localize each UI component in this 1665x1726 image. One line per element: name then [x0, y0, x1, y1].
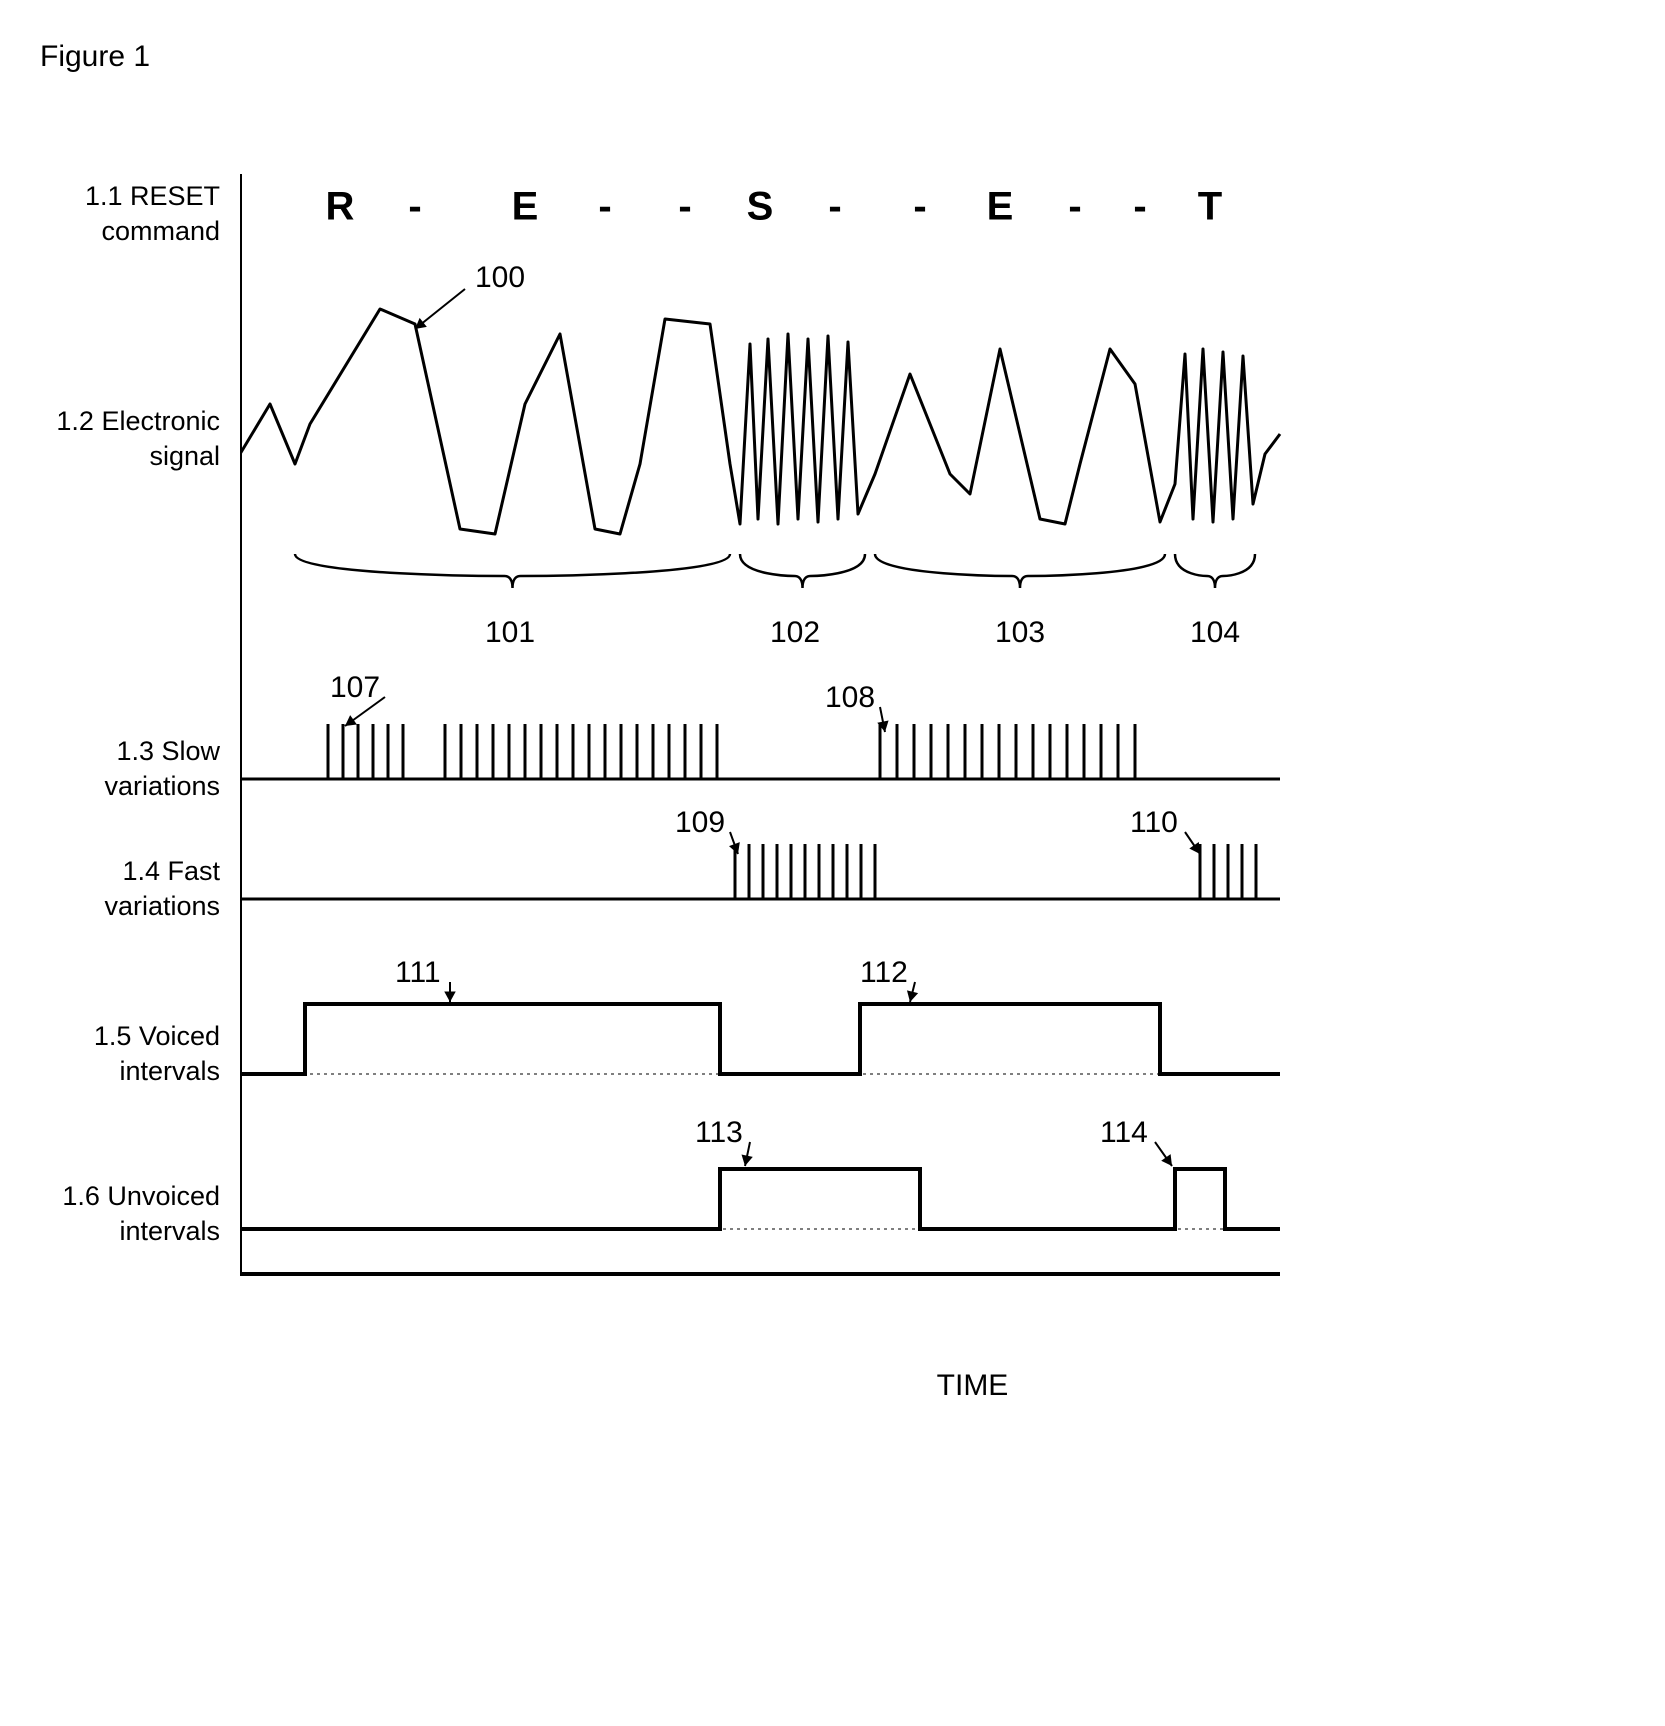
svg-text:-: -	[828, 185, 841, 229]
label-fast: 1.4 Fastvariations	[0, 854, 220, 924]
svg-text:S: S	[747, 185, 774, 229]
svg-text:103: 103	[995, 616, 1045, 649]
svg-text:100: 100	[475, 261, 525, 294]
svg-text:-: -	[913, 185, 926, 229]
svg-text:-: -	[408, 185, 421, 229]
svg-text:-: -	[678, 185, 691, 229]
svg-text:-: -	[598, 185, 611, 229]
label-signal: 1.2 Electronicsignal	[0, 404, 220, 474]
time-axis-label: TIME	[320, 1369, 1625, 1403]
chart: 1.1 RESETcommand 1.2 Electronicsignal 1.…	[240, 174, 1340, 1354]
figure-title: Figure 1	[40, 40, 1625, 74]
plot-svg: R - E - - S - - E - - T 100 101 102 103 104 107 108 109 110 1…	[240, 174, 1340, 1354]
svg-text:104: 104	[1190, 616, 1240, 649]
svg-text:102: 102	[770, 616, 820, 649]
svg-text:114: 114	[1100, 1116, 1148, 1149]
svg-text:111: 111	[395, 956, 441, 989]
svg-text:108: 108	[825, 681, 875, 714]
svg-text:101: 101	[485, 616, 535, 649]
svg-text:110: 110	[1130, 806, 1178, 839]
svg-text:107: 107	[330, 671, 380, 704]
svg-text:-: -	[1133, 185, 1146, 229]
svg-text:T: T	[1198, 185, 1222, 229]
svg-text:-: -	[1068, 185, 1081, 229]
svg-text:R: R	[326, 185, 355, 229]
label-slow: 1.3 Slowvariations	[0, 734, 220, 804]
label-unvoiced: 1.6 Unvoicedintervals	[0, 1179, 220, 1249]
svg-text:E: E	[987, 185, 1014, 229]
svg-text:109: 109	[675, 806, 725, 839]
svg-text:113: 113	[695, 1116, 743, 1149]
label-reset-cmd: 1.1 RESETcommand	[0, 179, 220, 249]
svg-text:112: 112	[860, 956, 908, 989]
svg-text:E: E	[512, 185, 539, 229]
label-voiced: 1.5 Voicedintervals	[0, 1019, 220, 1089]
